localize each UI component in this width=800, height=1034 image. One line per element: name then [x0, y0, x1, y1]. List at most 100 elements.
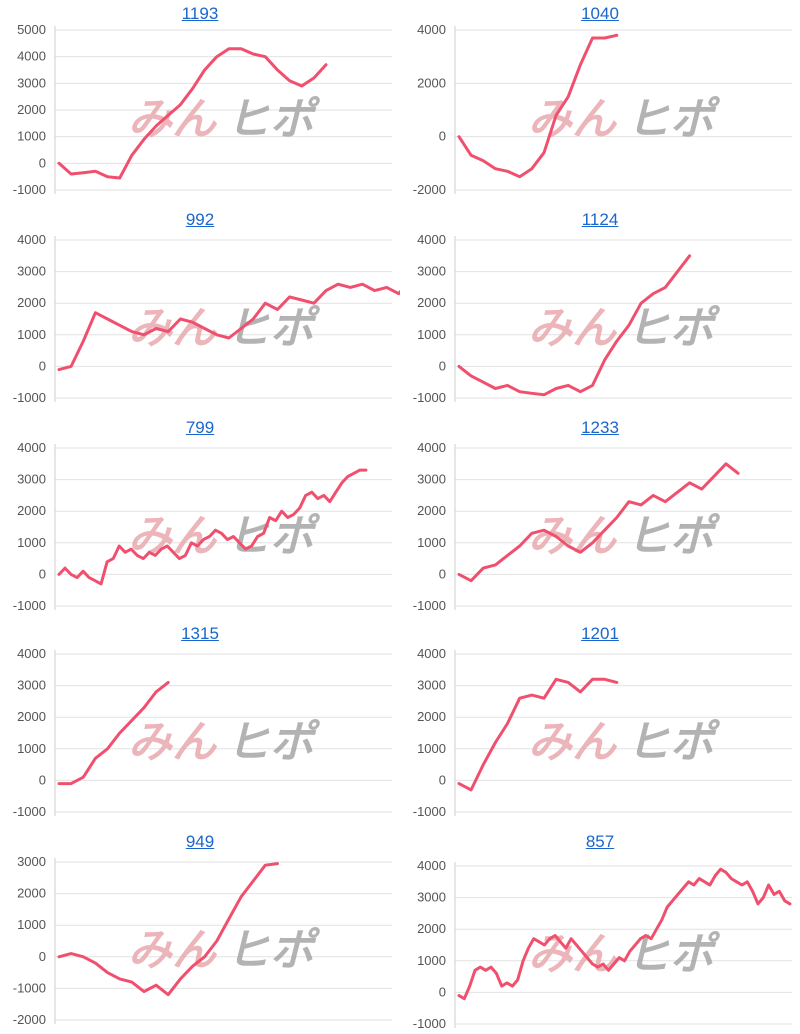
y-tick-label: 4000	[17, 646, 46, 661]
series-line	[57, 680, 170, 786]
y-tick-label: -1000	[413, 598, 446, 613]
y-tick-label: 1000	[17, 917, 46, 932]
series-line	[57, 282, 400, 372]
y-tick-label: 3000	[417, 264, 446, 279]
y-tick-label: -1000	[13, 804, 46, 819]
watermark-left: みん	[528, 930, 618, 979]
chart-title-link[interactable]: 949	[185, 832, 215, 851]
y-tick-label: 2000	[417, 75, 446, 90]
watermark-left: みん	[128, 95, 218, 144]
y-tick-label: 1000	[17, 129, 46, 144]
y-tick-label: 0	[39, 772, 46, 787]
y-tick-label: 0	[439, 129, 446, 144]
y-tick-label: -2000	[413, 182, 446, 197]
chart-title-link[interactable]: 799	[185, 418, 215, 437]
y-tick-label: 3000	[17, 472, 46, 487]
chart-title-link[interactable]: 1315	[181, 624, 219, 643]
chart-panel: 1233 4000 3000 2000 1000 0 -1000 みん ヒポ	[400, 414, 800, 620]
y-tick-label: 1000	[417, 327, 446, 342]
series-line	[457, 677, 619, 792]
y-tick-label: 5000	[17, 22, 46, 37]
y-tick-label: 0	[439, 984, 446, 999]
y-tick-label: 4000	[17, 49, 46, 64]
y-tick-label: 3000	[417, 472, 446, 487]
y-tick-label: 4000	[417, 22, 446, 37]
y-tick-label: -2000	[13, 1012, 46, 1027]
y-tick-label: 2000	[17, 709, 46, 724]
chart-title-link[interactable]: 1193	[181, 4, 219, 23]
y-tick-label: 4000	[417, 440, 446, 455]
watermark-left: みん	[128, 718, 218, 767]
y-tick-label: 0	[39, 358, 46, 373]
y-tick-label: 0	[39, 155, 46, 170]
series-line	[57, 862, 279, 997]
watermark-right: ヒポ	[626, 304, 721, 353]
y-tick-label: 0	[439, 566, 446, 581]
watermark-right: ヒポ	[626, 95, 721, 144]
series-line	[57, 468, 368, 586]
watermark-left: みん	[528, 304, 618, 353]
y-tick-label: 0	[439, 358, 446, 373]
y-tick-label: 2000	[17, 295, 46, 310]
y-tick-label: 2000	[17, 102, 46, 117]
y-tick-label: 1000	[417, 535, 446, 550]
watermark-left: みん	[128, 926, 218, 975]
series-line	[457, 462, 740, 583]
y-tick-label: 3000	[417, 890, 446, 905]
chart-panel: 1040 4000 2000 0 -2000 みん ヒポ	[400, 0, 800, 206]
chart-title-link[interactable]: 1040	[581, 4, 619, 23]
y-tick-label: -1000	[13, 182, 46, 197]
y-tick-label: 3000	[17, 678, 46, 693]
watermark-left: みん	[528, 718, 618, 767]
y-tick-label: -1000	[13, 980, 46, 995]
watermark-right: ヒポ	[626, 512, 721, 561]
y-tick-label: 1000	[17, 327, 46, 342]
chart-panel: 1124 4000 3000 2000 1000 0 -1000 みん ヒポ	[400, 206, 800, 412]
y-tick-label: -1000	[413, 390, 446, 405]
y-tick-label: 0	[39, 949, 46, 964]
chart-panel: 799 4000 3000 2000 1000 0 -1000 みん ヒポ	[0, 414, 400, 620]
chart-title-link[interactable]: 857	[585, 832, 615, 851]
y-tick-label: 0	[439, 772, 446, 787]
series-line	[457, 33, 619, 179]
chart-title-link[interactable]: 992	[185, 210, 215, 229]
y-tick-label: 2000	[417, 921, 446, 936]
y-tick-label: -1000	[413, 804, 446, 819]
chart-title-link[interactable]: 1233	[581, 418, 619, 437]
watermark-right: ヒポ	[626, 718, 721, 767]
watermark-right: ヒポ	[226, 95, 321, 144]
y-tick-label: -1000	[413, 1016, 446, 1031]
chart-panel: 992 4000 3000 2000 1000 0 -1000 みん ヒポ	[0, 206, 400, 412]
chart-panel: 949 3000 2000 1000 0 -1000 -2000 みん ヒポ	[0, 828, 400, 1034]
chart-svg: 4000 3000 2000 1000 0 -1000 みん ヒポ	[413, 232, 792, 405]
y-tick-label: 4000	[17, 232, 46, 247]
chart-svg: 3000 2000 1000 0 -1000 -2000 みん ヒポ	[13, 854, 392, 1027]
y-tick-label: 4000	[17, 440, 46, 455]
y-tick-label: -1000	[13, 598, 46, 613]
y-tick-label: 3000	[17, 75, 46, 90]
series-line	[57, 47, 328, 180]
y-tick-label: -1000	[13, 390, 46, 405]
y-tick-label: 2000	[17, 886, 46, 901]
y-tick-label: 0	[39, 566, 46, 581]
y-tick-label: 2000	[417, 295, 446, 310]
y-tick-label: 4000	[417, 232, 446, 247]
y-tick-label: 1000	[417, 953, 446, 968]
y-tick-label: 3000	[17, 854, 46, 869]
y-tick-label: 3000	[17, 264, 46, 279]
y-tick-label: 2000	[417, 709, 446, 724]
series-line	[457, 254, 692, 397]
y-tick-label: 1000	[17, 741, 46, 756]
y-tick-label: 4000	[417, 858, 446, 873]
y-tick-label: 4000	[417, 646, 446, 661]
chart-panel: 1315 4000 3000 2000 1000 0 -1000 みん ヒポ	[0, 620, 400, 826]
chart-title-link[interactable]: 1124	[581, 210, 619, 229]
y-tick-label: 1000	[17, 535, 46, 550]
y-tick-label: 1000	[417, 741, 446, 756]
chart-title-link[interactable]: 1201	[581, 624, 619, 643]
